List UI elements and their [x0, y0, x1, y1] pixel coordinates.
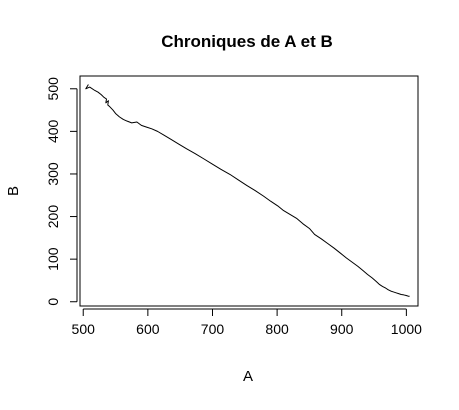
x-tick-label: 500: [72, 321, 96, 337]
x-tick-label: 700: [201, 321, 225, 337]
x-axis-label: A: [243, 368, 253, 385]
y-tick-label: 0: [45, 298, 61, 306]
x-tick-label: 1000: [391, 321, 422, 337]
y-tick-label: 500: [45, 77, 61, 101]
x-axis: 500 600 700 800 900 1000: [72, 308, 422, 337]
x-tick-label: 800: [265, 321, 289, 337]
y-tick-label: 300: [45, 162, 61, 186]
y-axis: 0 100 200 300 400 500: [45, 77, 78, 306]
series-line-a-b: [85, 84, 410, 297]
y-tick-label: 200: [45, 205, 61, 229]
chart-title: Chroniques de A et B: [161, 32, 333, 51]
x-tick-label: 600: [136, 321, 160, 337]
plot-frame: [79, 75, 419, 307]
y-axis-label: B: [5, 186, 22, 196]
y-tick-label: 100: [45, 247, 61, 271]
x-tick-label: 900: [330, 321, 354, 337]
y-tick-label: 400: [45, 119, 61, 143]
